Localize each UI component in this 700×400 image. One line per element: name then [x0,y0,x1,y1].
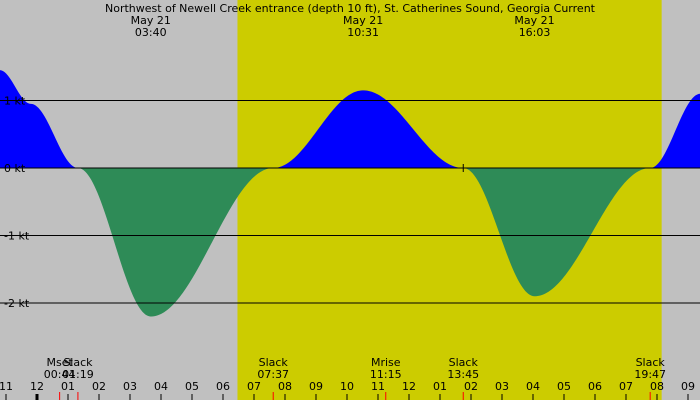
top-event-date: May 21 [343,14,383,27]
bottom-event-time: 07:37 [257,368,289,381]
x-tick-label: 12 [402,380,416,393]
bottom-event-label: Slack [449,356,479,369]
chart-title: Northwest of Newell Creek entrance (dept… [105,2,596,15]
top-event-time: 03:40 [135,26,167,39]
bottom-event-time: 13:45 [447,368,479,381]
top-event-time: 10:31 [347,26,379,39]
x-tick-label: 07 [619,380,633,393]
y-tick-label: 0 kt [4,162,26,175]
x-tick-label: 05 [185,380,199,393]
x-tick-label: 04 [154,380,168,393]
x-tick-label: 12 [30,380,44,393]
x-tick-label: 11 [0,380,13,393]
x-tick-label: 08 [278,380,292,393]
current-area-layer [0,70,700,317]
x-tick-label: 09 [681,380,695,393]
bottom-event-time: 19:47 [634,368,666,381]
ebb-area [78,168,651,317]
x-tick-label: 03 [123,380,137,393]
bottom-event-labels: Mset00:44Slack01:19Slack07:37Mrise11:15S… [44,356,666,400]
y-tick-label: -2 kt [4,297,30,310]
bottom-event-label: Slack [63,356,93,369]
x-tick-label: 05 [557,380,571,393]
x-tick-label: 06 [216,380,230,393]
bottom-event-time: 00:44 [44,368,76,381]
x-tick-label: 06 [588,380,602,393]
gridline-layer: 1 kt 0 kt -1 kt -2 kt [0,95,700,310]
x-tick-label: 02 [464,380,478,393]
bottom-event-label: Mset [46,356,73,369]
x-tick-label: 02 [92,380,106,393]
bottom-event-label: Mrise [371,356,401,369]
x-tick-label: 01 [61,380,75,393]
x-tick-label: 11 [371,380,385,393]
bottom-event-time: 11:15 [370,368,402,381]
x-tick-label: 10 [340,380,354,393]
y-tick-label: -1 kt [4,230,30,243]
bottom-event-label: Slack [636,356,666,369]
bottom-event-time: 01:19 [62,368,94,381]
x-tick-label: 04 [526,380,540,393]
bottom-event-label: Slack [259,356,289,369]
flood-area [0,70,700,168]
x-tick-label: 09 [309,380,323,393]
top-event-date: May 21 [131,14,171,27]
top-event-time: 16:03 [519,26,551,39]
x-tick-label: 07 [247,380,261,393]
x-tick-label: 08 [650,380,664,393]
y-tick-label: 1 kt [4,95,26,108]
top-event-date: May 21 [514,14,554,27]
x-axis-ticks: 11 12 01 02 03 04 05 06 07 08 09 10 11 12 01 02 03 04 05 06… [0,380,695,400]
x-tick-label: 01 [433,380,447,393]
x-tick-label: 03 [495,380,509,393]
